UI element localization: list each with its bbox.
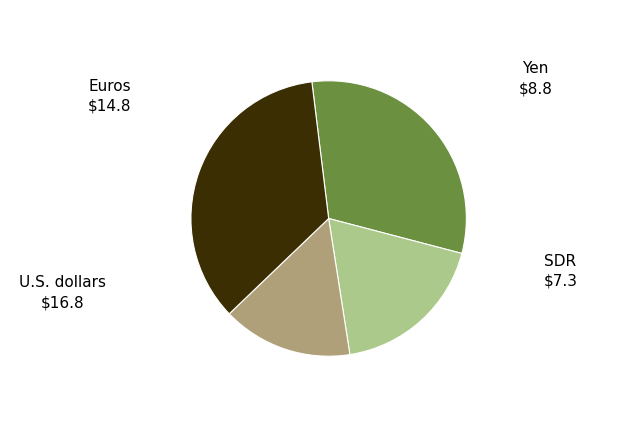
Wedge shape (312, 81, 466, 253)
Wedge shape (329, 218, 462, 354)
Wedge shape (191, 82, 329, 314)
Text: SDR
$7.3: SDR $7.3 (543, 253, 577, 288)
Text: Euros
$14.8: Euros $14.8 (88, 79, 131, 114)
Text: U.S. dollars
$16.8: U.S. dollars $16.8 (19, 275, 106, 310)
Wedge shape (229, 218, 350, 356)
Text: Yen
$8.8: Yen $8.8 (518, 61, 552, 96)
